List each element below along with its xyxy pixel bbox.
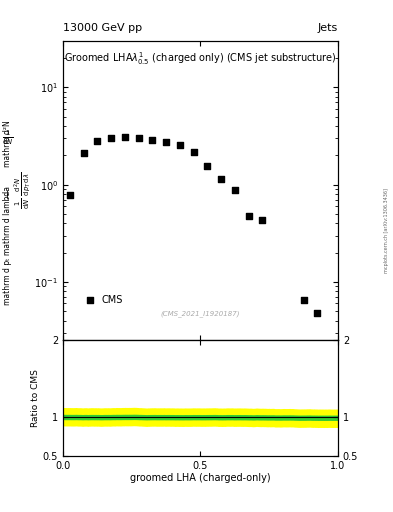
- Text: CMS: CMS: [101, 295, 123, 305]
- Point: [122, 133, 128, 141]
- Point: [245, 211, 252, 220]
- Point: [218, 175, 224, 183]
- Text: mcplots.cern.ch [arXiv:1306.3436]: mcplots.cern.ch [arXiv:1306.3436]: [384, 188, 389, 273]
- Point: [163, 138, 169, 146]
- Text: 13000 GeV pp: 13000 GeV pp: [63, 23, 142, 33]
- Point: [232, 186, 238, 194]
- Text: $\frac{1}{\mathrm{d}N}$: $\frac{1}{\mathrm{d}N}$: [2, 129, 13, 147]
- Point: [301, 296, 307, 304]
- Point: [191, 148, 197, 156]
- Point: [94, 137, 101, 145]
- Point: [314, 309, 321, 317]
- Point: [108, 134, 114, 142]
- Point: [259, 216, 266, 224]
- X-axis label: groomed LHA (charged-only): groomed LHA (charged-only): [130, 473, 271, 483]
- Text: ──: ──: [4, 190, 12, 199]
- Text: mathrm d²N: mathrm d²N: [4, 120, 12, 167]
- Text: mathrm d pₜ mathrm d lambda: mathrm d pₜ mathrm d lambda: [4, 186, 12, 305]
- Point: [177, 141, 183, 149]
- Y-axis label: Ratio to CMS: Ratio to CMS: [31, 369, 40, 427]
- Point: [87, 296, 94, 304]
- Point: [81, 149, 87, 157]
- Point: [149, 136, 156, 144]
- Text: (CMS_2021_I1920187): (CMS_2021_I1920187): [161, 310, 240, 316]
- Point: [67, 191, 73, 199]
- Point: [136, 134, 142, 142]
- Y-axis label: $\frac{1}{\mathrm{d}N}\ \frac{\mathrm{d}^2N}{\mathrm{d}p_T\,\mathrm{d}\lambda}$: $\frac{1}{\mathrm{d}N}\ \frac{\mathrm{d}…: [12, 172, 33, 209]
- Point: [204, 162, 211, 170]
- Text: Jets: Jets: [318, 23, 338, 33]
- Text: Groomed LHA$\lambda^1_{0.5}$ (charged only) (CMS jet substructure): Groomed LHA$\lambda^1_{0.5}$ (charged on…: [64, 50, 337, 67]
